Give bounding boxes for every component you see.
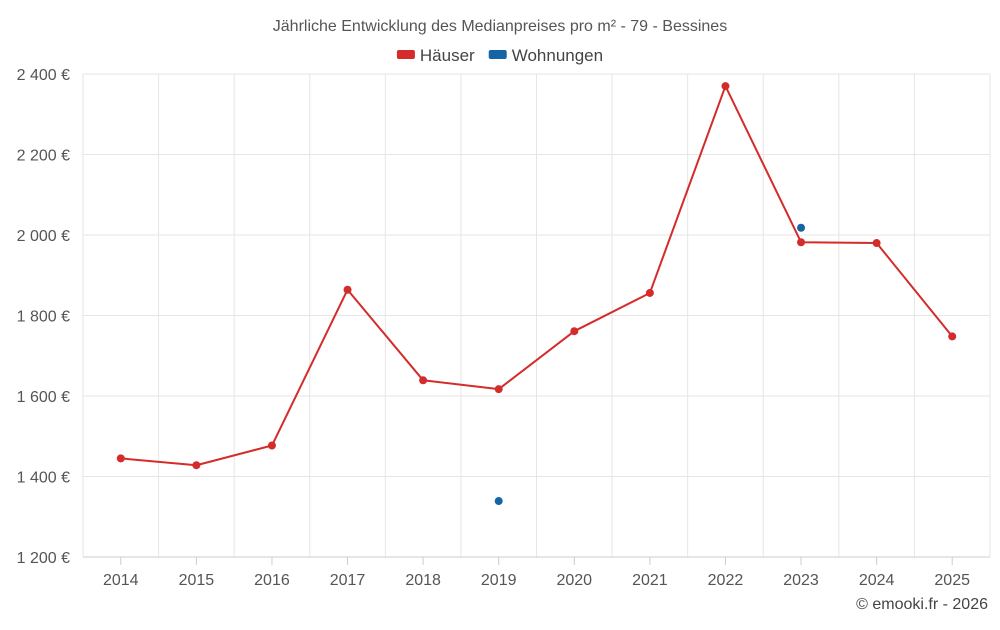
x-tick-label: 2016 xyxy=(254,572,290,589)
data-point xyxy=(419,376,428,385)
y-tick-label: 2 200 € xyxy=(17,148,70,165)
gridlines xyxy=(82,73,991,557)
data-point xyxy=(948,332,957,341)
legend: Häuser Wohnungen xyxy=(396,46,603,65)
chart-title: Jährliche Entwicklung des Medianpreises … xyxy=(273,18,727,35)
y-tick-label: 1 800 € xyxy=(17,309,70,326)
data-point xyxy=(192,461,201,470)
legend-swatch xyxy=(396,50,415,59)
data-point xyxy=(494,497,503,506)
x-tick-label: 2021 xyxy=(632,572,668,589)
x-tick-label: 2015 xyxy=(179,572,215,589)
data-point xyxy=(645,288,654,297)
y-tick-label: 1 200 € xyxy=(17,550,70,567)
y-tick-label: 2 400 € xyxy=(17,67,70,84)
x-tick-label: 2014 xyxy=(103,572,139,589)
x-tick-label: 2018 xyxy=(405,572,441,589)
data-point xyxy=(267,441,276,450)
y-tick-label: 2 000 € xyxy=(17,228,70,245)
legend-swatch xyxy=(488,50,507,59)
x-tick-label: 2017 xyxy=(330,572,366,589)
x-axis: 2014 2015 2016 2017 2018 2019 2020 2021 2022 2023… xyxy=(83,556,990,589)
data-point xyxy=(721,82,730,91)
series-line xyxy=(120,85,953,467)
x-tick-label: 2022 xyxy=(708,572,744,589)
x-tick-label: 2025 xyxy=(934,572,970,589)
y-tick-label: 1 600 € xyxy=(17,389,70,406)
y-tick-label: 1 400 € xyxy=(17,470,70,487)
data-point xyxy=(343,285,352,294)
legend-label: Häuser xyxy=(420,46,475,65)
x-tick-label: 2019 xyxy=(481,572,517,589)
credit-text: © emooki.fr - 2026 xyxy=(856,596,988,613)
series-layer xyxy=(116,82,957,506)
legend-item: Häuser xyxy=(396,46,475,65)
legend-label: Wohnungen xyxy=(512,46,603,65)
data-point xyxy=(570,327,579,336)
x-tick-label: 2020 xyxy=(556,572,592,589)
data-point xyxy=(116,454,125,463)
data-point xyxy=(797,223,806,232)
y-axis: 1 200 € 1 400 € 1 600 € 1 800 € 2 000 € 2 200… xyxy=(17,67,70,567)
data-point xyxy=(797,238,806,247)
data-point xyxy=(494,385,503,394)
data-point xyxy=(872,239,881,248)
x-tick-label: 2023 xyxy=(783,572,819,589)
legend-item: Wohnungen xyxy=(488,46,603,65)
x-tick-label: 2024 xyxy=(859,572,895,589)
